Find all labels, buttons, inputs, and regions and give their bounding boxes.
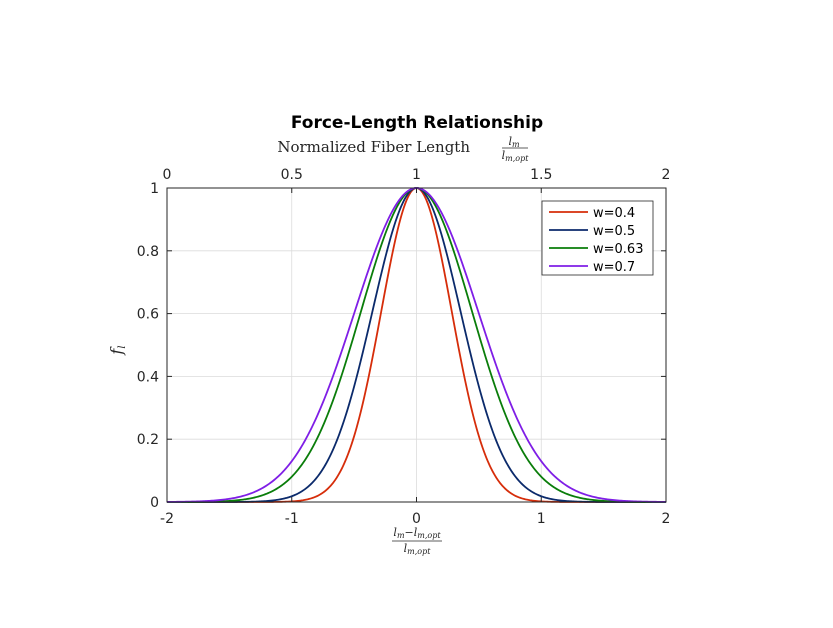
xlabel-num2: l: [414, 526, 418, 539]
legend-box: [541, 200, 654, 276]
xlabel-den-sub: m,opt: [407, 547, 431, 556]
x2-tick-label: 2: [662, 167, 671, 183]
subtitle-den: l: [502, 149, 506, 162]
ylabel-base: f: [107, 346, 126, 356]
x-tick-label: -2: [160, 511, 174, 527]
legend: w=0.4 w=0.5 w=0.63 w=0.7: [541, 200, 654, 276]
svg-text:lm−lm,opt: lm−lm,opt: [393, 526, 441, 540]
xlabel-minus: −: [405, 526, 414, 539]
legend-label: w=0.7: [593, 260, 635, 275]
svg-text:lm,opt: lm,opt: [502, 149, 530, 163]
subtitle-num-sub: m: [512, 140, 520, 149]
legend-label: w=0.4: [593, 206, 635, 221]
y-tick-label: 0.6: [137, 307, 159, 323]
subtitle-text: Normalized Fiber Length: [277, 138, 470, 156]
legend-label: w=0.5: [593, 224, 635, 239]
svg-text:lm: lm: [508, 135, 520, 149]
x-tick-label: -1: [285, 511, 299, 527]
chart-subtitle: Normalized Fiber Length lm lm,opt: [277, 135, 529, 163]
x2-tick-label: 0: [163, 167, 172, 183]
y-axis-label: fl: [107, 345, 128, 355]
xlabel-num-sub: m: [397, 531, 405, 540]
y-tick-label: 0.2: [137, 432, 159, 448]
ticks: -2 -1 0 1 20 0.5 1 1.5 200.20.40.60.81: [137, 167, 671, 527]
svg-text:lm,opt: lm,opt: [404, 542, 432, 556]
x2-tick-label: 1: [412, 167, 421, 183]
subtitle-num: l: [508, 135, 512, 148]
x-tick-label: 1: [537, 511, 546, 527]
y-tick-label: 0.4: [137, 369, 159, 385]
y-tick-label: 0.8: [137, 244, 159, 260]
ylabel-sub: l: [117, 345, 128, 348]
y-tick-label: 1: [150, 181, 159, 197]
y-tick-label: 0: [150, 495, 159, 511]
x2-tick-label: 0.5: [281, 167, 303, 183]
subtitle-den-sub: m,opt: [505, 154, 529, 163]
x-tick-label: 0: [412, 511, 421, 527]
x2-tick-label: 1.5: [530, 167, 552, 183]
chart-title: Force-Length Relationship: [291, 113, 543, 133]
xlabel-den: l: [404, 542, 408, 555]
subtitle-fraction: lm lm,opt: [502, 135, 530, 163]
x-tick-label: 2: [662, 511, 671, 527]
x-axis-label: lm−lm,opt lm,opt: [392, 526, 442, 556]
legend-label: w=0.63: [593, 242, 643, 257]
xlabel-num: l: [393, 526, 397, 539]
xlabel-num2-sub: m,opt: [417, 531, 441, 540]
